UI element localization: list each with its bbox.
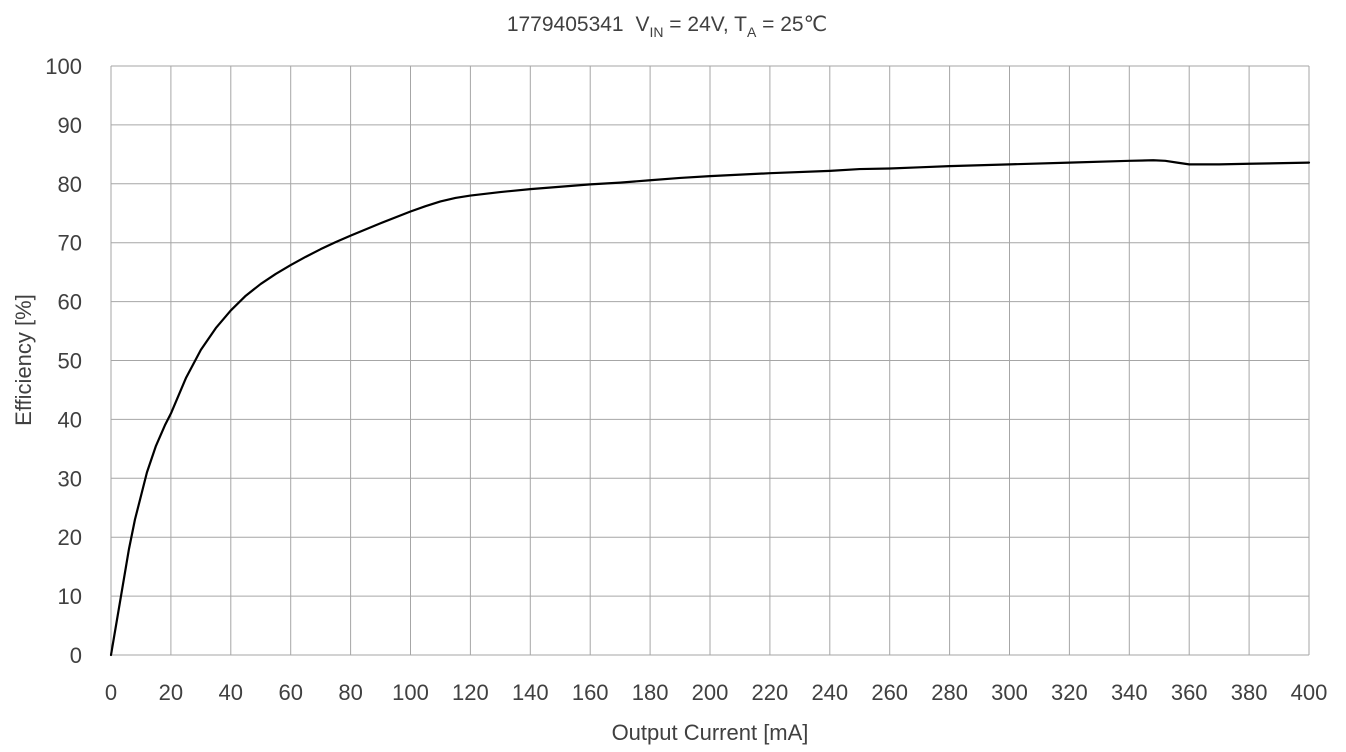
x-tick-label: 380 [1231, 680, 1268, 705]
x-tick-label: 120 [452, 680, 489, 705]
x-tick-label: 400 [1291, 680, 1328, 705]
x-tick-label: 240 [811, 680, 848, 705]
x-tick-label: 40 [219, 680, 243, 705]
x-tick-label: 280 [931, 680, 968, 705]
efficiency-series-line [109, 159, 1311, 657]
x-tick-label: 100 [392, 680, 429, 705]
y-tick-label: 60 [58, 290, 82, 315]
y-tick-label: 20 [58, 525, 82, 550]
x-tick-label: 80 [338, 680, 362, 705]
y-tick-label: 80 [58, 172, 82, 197]
x-tick-label: 200 [692, 680, 729, 705]
chart-title-t-sub: A [747, 24, 757, 40]
grid [110, 65, 1310, 656]
chart-title-t-label: T [734, 13, 747, 36]
x-tick-label: 220 [752, 680, 789, 705]
chart-title: 1779405341 VIN = 24V, TA = 25℃ [507, 13, 827, 40]
y-tick-label: 50 [58, 349, 82, 374]
y-tick-label: 40 [58, 407, 82, 432]
y-axis-ticks: 0 10 20 30 40 50 60 70 80 90 100 [45, 54, 82, 668]
y-tick-label: 100 [45, 54, 82, 79]
y-tick-label: 30 [58, 466, 82, 491]
x-axis-title: Output Current [mA] [612, 720, 809, 745]
y-axis-title: Efficiency [%] [11, 294, 36, 426]
y-tick-label: 10 [58, 584, 82, 609]
x-tick-label: 180 [632, 680, 669, 705]
x-tick-label: 140 [512, 680, 549, 705]
y-tick-label: 90 [58, 113, 82, 138]
chart-title-id: 1779405341 [507, 13, 624, 36]
x-tick-label: 300 [991, 680, 1028, 705]
x-tick-label: 60 [278, 680, 302, 705]
x-tick-label: 260 [871, 680, 908, 705]
chart-title-v-label: V [635, 13, 649, 36]
series-group [109, 159, 1311, 657]
y-tick-label: 0 [70, 643, 82, 668]
x-axis-ticks: 0 20 40 60 80 100 120 140 160 180 200 220 240 260 280 3… [105, 680, 1327, 705]
chart-title-v-sub: IN [649, 24, 663, 40]
x-tick-label: 0 [105, 680, 117, 705]
x-tick-label: 340 [1111, 680, 1148, 705]
y-tick-label: 70 [58, 231, 82, 256]
x-tick-label: 320 [1051, 680, 1088, 705]
x-tick-label: 20 [159, 680, 183, 705]
chart-title-t-value: = 25℃ [756, 13, 827, 36]
x-tick-label: 160 [572, 680, 609, 705]
chart-title-v-value: = 24V, [663, 13, 734, 36]
x-tick-label: 360 [1171, 680, 1208, 705]
